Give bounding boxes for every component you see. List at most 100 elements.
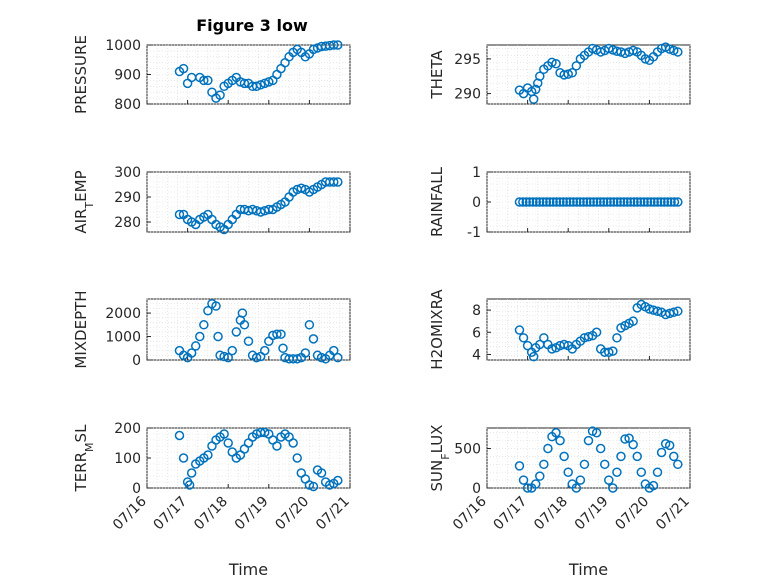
x-tick-label: 07/19 (572, 494, 612, 534)
y-tick-label: 900 (114, 68, 141, 84)
data-point (531, 197, 542, 207)
data-point (174, 430, 185, 441)
subplot-pressure: 800 900 1000 PRESSURE (72, 35, 351, 114)
data-point (243, 336, 254, 346)
data-point (582, 197, 592, 207)
data-point (543, 443, 553, 454)
data-point (615, 197, 626, 207)
subplot-rainfall: -1 0 1 RAINFALL (428, 165, 691, 241)
data-point (561, 197, 572, 207)
y-axis-label: THETA (428, 50, 446, 100)
data-point (555, 435, 565, 446)
data-point (528, 197, 538, 207)
data-point (276, 329, 286, 339)
data-point (530, 84, 541, 95)
data-point (548, 197, 558, 207)
data-point (528, 94, 539, 104)
data-point (659, 197, 670, 207)
data-point (547, 57, 557, 68)
data-point (272, 441, 282, 451)
data-point (184, 480, 195, 490)
data-point (628, 316, 638, 326)
data-point (575, 197, 585, 207)
data-point (223, 352, 233, 363)
x-tick-label: 07/17 (151, 494, 191, 534)
data-point (673, 47, 683, 57)
data-point (324, 480, 335, 490)
data-point (612, 467, 622, 477)
data-point (186, 468, 197, 478)
data-point (530, 479, 541, 489)
x-axis-label: Time (568, 560, 608, 579)
x-tick-label: 07/18 (531, 494, 571, 534)
y-axis-label: TERRMSL (72, 424, 96, 493)
y-tick-label: -1 (467, 225, 481, 241)
data-point (190, 341, 201, 351)
data-point (559, 451, 569, 462)
data-point (669, 451, 679, 462)
data-point (568, 197, 579, 207)
y-axis-label: MIXDEPTH (72, 290, 90, 368)
data-point (604, 347, 614, 357)
subplot-h2omixra: 4 6 8 H2OMIXRA (428, 289, 691, 370)
y-tick-label: 0 (132, 481, 141, 497)
data-point (223, 438, 233, 448)
data-point (329, 177, 339, 187)
y-tick-label: 290 (114, 190, 141, 206)
data-point (622, 197, 633, 207)
data-point (673, 197, 683, 207)
data-point (535, 71, 545, 81)
x-axis-label: Time (228, 560, 268, 579)
data-point (272, 329, 282, 339)
data-point (609, 197, 619, 207)
data-point (304, 320, 315, 330)
data-point (591, 327, 602, 338)
data-point (518, 197, 528, 207)
data-point (620, 434, 630, 444)
y-axis-label: AIRTEMP (72, 170, 96, 233)
data-point (237, 308, 248, 318)
data-point (664, 440, 675, 451)
data-point (648, 480, 659, 491)
data-point (629, 197, 639, 207)
data-point (186, 348, 197, 358)
data-point (636, 467, 647, 477)
data-point (555, 197, 565, 207)
data-point (575, 475, 586, 485)
data-point (333, 177, 343, 187)
y-axis-label: SUNFLUX (428, 425, 452, 492)
data-point (308, 334, 319, 344)
y-tick-label: 300 (114, 165, 141, 181)
data-point (572, 197, 582, 207)
data-point (239, 78, 250, 89)
data-point (669, 45, 679, 56)
data-point (211, 301, 221, 311)
data-point (227, 345, 238, 356)
data-point (599, 459, 610, 470)
data-point (652, 197, 663, 207)
data-point (608, 346, 618, 356)
data-point (608, 483, 618, 493)
data-point (521, 197, 531, 207)
y-tick-label: 290 (454, 87, 481, 103)
data-point (213, 331, 223, 342)
data-point (308, 44, 319, 55)
data-point (534, 197, 545, 207)
data-point (251, 352, 262, 363)
data-point (652, 306, 663, 316)
data-point (292, 453, 302, 463)
y-tick-label: 500 (454, 442, 481, 458)
data-point (605, 197, 616, 207)
data-point (604, 475, 614, 485)
data-point (588, 197, 599, 207)
data-point (565, 197, 575, 207)
y-tick-label: 0 (472, 195, 481, 211)
data-point (578, 197, 589, 207)
data-point (203, 305, 213, 316)
x-tick-label: 07/16 (110, 493, 150, 533)
x-tick-label: 07/20 (272, 494, 312, 534)
data-point (673, 306, 683, 316)
data-point (559, 339, 569, 350)
